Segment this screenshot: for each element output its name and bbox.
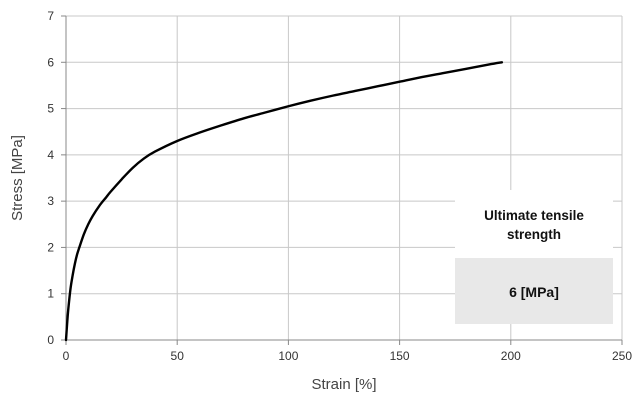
x-tick-label: 50 xyxy=(171,349,185,363)
x-axis-ticks: 0 50 100 150 200 250 xyxy=(63,340,632,363)
y-tick-label: 0 xyxy=(47,333,54,347)
y-tick-label: 7 xyxy=(47,9,54,23)
y-axis-ticks: 0 1 2 3 4 5 6 7 xyxy=(47,9,66,347)
x-tick-label: 250 xyxy=(612,349,632,363)
x-tick-label: 100 xyxy=(278,349,298,363)
y-tick-label: 5 xyxy=(47,102,54,116)
y-axis-title: Stress [MPa] xyxy=(9,135,26,221)
annotation-title-line: Ultimate tensile xyxy=(484,208,584,223)
y-tick-label: 4 xyxy=(47,148,54,162)
y-tick-label: 1 xyxy=(47,287,54,301)
y-tick-label: 2 xyxy=(47,240,54,254)
annotation-value: 6 [MPa] xyxy=(509,284,559,300)
stress-strain-curve xyxy=(64,61,504,342)
chart-series xyxy=(64,61,504,342)
x-tick-label: 0 xyxy=(63,349,70,363)
ultimate-strength-annotation: Ultimate tensile strength 6 [MPa] xyxy=(455,190,613,324)
chart-grid xyxy=(66,15,623,340)
x-tick-label: 200 xyxy=(501,349,521,363)
x-axis-title: Strain [%] xyxy=(311,376,376,393)
y-tick-label: 3 xyxy=(47,194,54,208)
annotation-title-line: strength xyxy=(507,227,561,242)
chart-axes xyxy=(65,16,622,341)
y-tick-label: 6 xyxy=(47,55,54,69)
annotation-value-box xyxy=(455,258,613,324)
annotation-title-box xyxy=(455,190,613,258)
x-tick-label: 150 xyxy=(390,349,410,363)
